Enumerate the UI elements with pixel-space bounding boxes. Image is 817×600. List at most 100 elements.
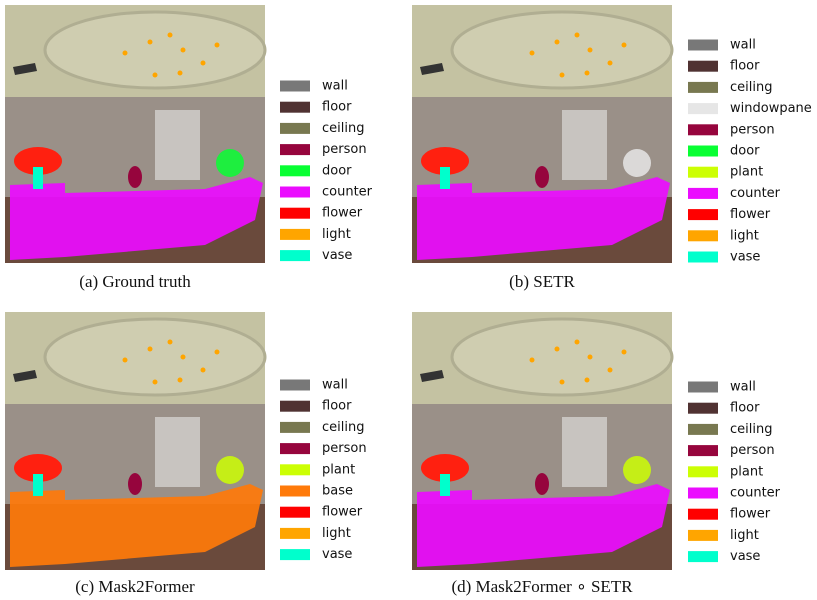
legend-label: door	[322, 163, 352, 178]
light-blob	[560, 73, 565, 78]
legend-swatch	[688, 403, 718, 414]
legend-swatch	[688, 82, 718, 93]
person-region	[128, 473, 142, 495]
legend-label: floor	[322, 399, 352, 414]
legend-label: ceiling	[730, 80, 772, 95]
legend-label: wall	[322, 378, 348, 393]
segmentation-image	[5, 312, 265, 570]
legend-swatch	[280, 443, 310, 454]
legend-swatch	[280, 208, 310, 219]
light-blob	[181, 355, 186, 360]
window	[562, 110, 607, 180]
light-blob	[153, 73, 158, 78]
legend-label: person	[730, 443, 775, 458]
legend-swatch	[688, 530, 718, 541]
legend-label: flower	[730, 207, 771, 222]
light-blob	[585, 378, 590, 383]
panel: wallfloorceilingpersonplantbaseflowerlig…	[5, 312, 367, 596]
light-blob	[608, 61, 613, 66]
legend-swatch	[688, 61, 718, 72]
legend-label: light	[322, 526, 351, 541]
legend-label: floor	[322, 100, 352, 115]
light-blob	[560, 380, 565, 385]
legend-swatch	[280, 123, 310, 134]
caption: (a) Ground truth	[79, 272, 191, 291]
light-blob	[585, 71, 590, 76]
window	[155, 110, 200, 180]
legend-swatch	[280, 229, 310, 240]
panel: wallfloorceilingpersonplantcounterflower…	[412, 312, 781, 596]
legend-swatch	[688, 551, 718, 562]
legend-swatch	[280, 401, 310, 412]
segmentation-image	[412, 312, 672, 570]
light-blob	[622, 350, 627, 355]
light-blob	[168, 340, 173, 345]
legend-label: counter	[322, 185, 373, 200]
panel: wall floor ceiling person door counter flower l…	[5, 5, 373, 291]
legend-swatch	[688, 124, 718, 135]
light-blob	[588, 355, 593, 360]
light-blob	[123, 51, 128, 56]
light-blob	[148, 347, 153, 352]
light-blob	[201, 61, 206, 66]
door-region	[216, 456, 244, 484]
light-blob	[608, 368, 613, 373]
caption: (d) Mask2Former ∘ SETR	[451, 577, 633, 596]
light-blob	[530, 51, 535, 56]
figure: wall floor ceiling person door counter flower l…	[0, 0, 817, 600]
vase-region	[33, 167, 43, 189]
light-blob	[178, 71, 183, 76]
legend-label: plant	[322, 462, 355, 477]
legend-label: plant	[730, 464, 763, 479]
legend-swatch	[280, 486, 310, 497]
legend-swatch	[280, 464, 310, 475]
legend-swatch	[688, 445, 718, 456]
door-region	[623, 149, 651, 177]
legend-label: flower	[322, 505, 363, 520]
vase-region	[33, 474, 43, 496]
legend-label: person	[322, 142, 367, 157]
legend-label: flower	[322, 206, 363, 221]
legend-swatch	[688, 40, 718, 51]
light-blob	[588, 48, 593, 53]
window	[562, 417, 607, 487]
window	[155, 417, 200, 487]
legend-label: person	[730, 122, 775, 137]
light-blob	[215, 350, 220, 355]
vase-region	[440, 474, 450, 496]
light-blob	[215, 43, 220, 48]
light-blob	[181, 48, 186, 53]
light-blob	[555, 347, 560, 352]
light-blob	[201, 368, 206, 373]
legend-label: ceiling	[322, 121, 364, 136]
legend-swatch	[688, 424, 718, 435]
legend-label: vase	[730, 250, 760, 265]
caption: (b) SETR	[509, 272, 575, 291]
legend-swatch	[280, 422, 310, 433]
light-blob	[178, 378, 183, 383]
legend-label: wall	[730, 380, 756, 395]
light-blob	[575, 33, 580, 38]
legend-swatch	[280, 165, 310, 176]
panel: wallfloorceilingwindowpanepersondoorplan…	[412, 5, 812, 291]
legend-swatch	[280, 250, 310, 261]
legend-swatch	[280, 102, 310, 113]
legend-label: light	[730, 528, 759, 543]
segmentation-image	[5, 5, 265, 263]
legend-label: light	[322, 227, 351, 242]
legend-label: base	[322, 484, 353, 499]
legend-label: counter	[730, 186, 781, 201]
legend-label: vase	[322, 547, 352, 562]
legend-label: floor	[730, 59, 760, 74]
door-region	[623, 456, 651, 484]
door-region	[216, 149, 244, 177]
legend-label: vase	[322, 248, 352, 263]
legend-label: person	[322, 441, 367, 456]
light-blob	[123, 358, 128, 363]
legend-label: wall	[322, 79, 348, 94]
legend-label: plant	[730, 165, 763, 180]
legend-swatch	[688, 252, 718, 263]
segmentation-image	[412, 5, 672, 263]
light-blob	[153, 380, 158, 385]
legend-label: wall	[730, 38, 756, 53]
